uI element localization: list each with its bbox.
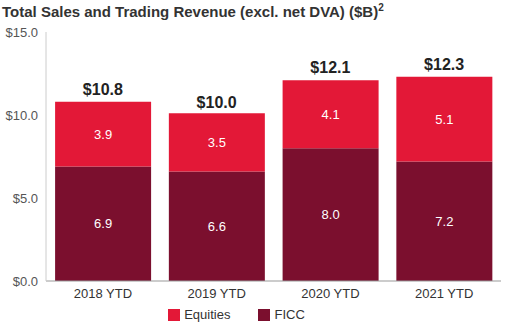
svg-text:5.1: 5.1 [435,112,453,127]
html-text:Equities: Equities [184,307,231,322]
svg-text:$10.0: $10.0 [197,94,237,111]
svg-text:4.1: 4.1 [322,107,340,122]
svg-text:7.2: 7.2 [435,214,453,229]
svg-text:$10.8: $10.8 [83,81,123,98]
svg-text:6.9: 6.9 [94,216,112,231]
svg-text:2019 YTD: 2019 YTD [187,286,245,301]
svg-text:3.9: 3.9 [94,127,112,142]
svg-text:2021 YTD: 2021 YTD [415,286,473,301]
html-text:FICC: FICC [274,307,305,322]
svg-text:3.5: 3.5 [208,135,226,150]
svg-text:2018 YTD: 2018 YTD [74,286,132,301]
svg-text:$0.0: $0.0 [13,274,38,289]
svg-text:$15.0: $15.0 [8,25,38,40]
svg-text:$12.1: $12.1 [310,59,350,76]
svg-text:$10.0: $10.0 [8,108,38,123]
svg-text:2020 YTD: 2020 YTD [301,286,359,301]
svg-text:$5.0: $5.0 [13,191,38,206]
svg-text:6.6: 6.6 [208,219,226,234]
svg-text:$12.3: $12.3 [424,56,464,73]
html-text:Total Sales and Trading Revenu: Total Sales and Trading Revenue (excl. n… [2,2,384,20]
svg-text:8.0: 8.0 [322,207,340,222]
